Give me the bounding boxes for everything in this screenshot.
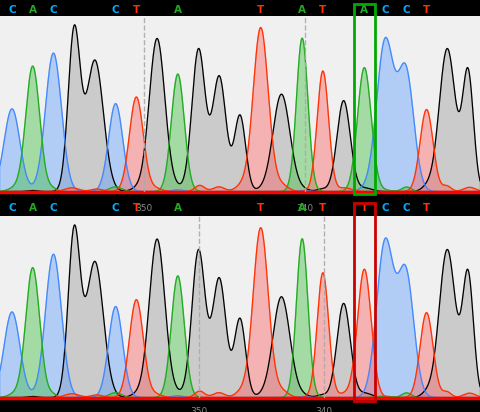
- Text: G: G: [215, 203, 224, 213]
- Text: G: G: [236, 203, 244, 213]
- Text: G: G: [153, 203, 161, 213]
- Text: G: G: [91, 5, 99, 15]
- Text: C: C: [8, 5, 16, 15]
- Text: 350: 350: [191, 407, 208, 412]
- Text: G: G: [443, 203, 452, 213]
- Text: A: A: [298, 5, 306, 15]
- Text: T: T: [319, 5, 326, 15]
- Text: 340: 340: [296, 204, 313, 213]
- Text: T: T: [361, 203, 368, 213]
- Text: G: G: [277, 203, 286, 213]
- Text: T: T: [423, 5, 430, 15]
- Text: G: G: [70, 203, 78, 213]
- Text: G: G: [194, 203, 203, 213]
- Text: A: A: [29, 203, 37, 213]
- Text: 350: 350: [135, 204, 153, 213]
- Text: C: C: [381, 5, 389, 15]
- Text: A: A: [29, 5, 37, 15]
- Text: G: G: [236, 5, 244, 15]
- Text: T: T: [319, 203, 326, 213]
- Text: G: G: [91, 203, 99, 213]
- Text: T: T: [133, 5, 140, 15]
- Text: 340: 340: [315, 407, 333, 412]
- Text: C: C: [402, 203, 409, 213]
- Text: G: G: [277, 5, 286, 15]
- Text: G: G: [464, 203, 472, 213]
- Text: C: C: [112, 5, 120, 15]
- Text: G: G: [215, 5, 224, 15]
- Text: A: A: [360, 5, 368, 15]
- Text: G: G: [339, 203, 348, 213]
- Text: G: G: [153, 5, 161, 15]
- Text: G: G: [70, 5, 78, 15]
- Text: C: C: [402, 5, 409, 15]
- Text: A: A: [298, 203, 306, 213]
- Text: A: A: [174, 203, 182, 213]
- Text: T: T: [133, 203, 140, 213]
- Text: C: C: [49, 203, 57, 213]
- Text: G: G: [339, 5, 348, 15]
- Text: C: C: [381, 203, 389, 213]
- Text: C: C: [8, 203, 16, 213]
- Text: T: T: [257, 203, 264, 213]
- Text: C: C: [112, 203, 120, 213]
- Text: G: G: [194, 5, 203, 15]
- Text: G: G: [443, 5, 452, 15]
- Text: A: A: [174, 5, 182, 15]
- Text: G: G: [464, 5, 472, 15]
- Text: T: T: [423, 203, 430, 213]
- Text: T: T: [257, 5, 264, 15]
- Text: C: C: [49, 5, 57, 15]
